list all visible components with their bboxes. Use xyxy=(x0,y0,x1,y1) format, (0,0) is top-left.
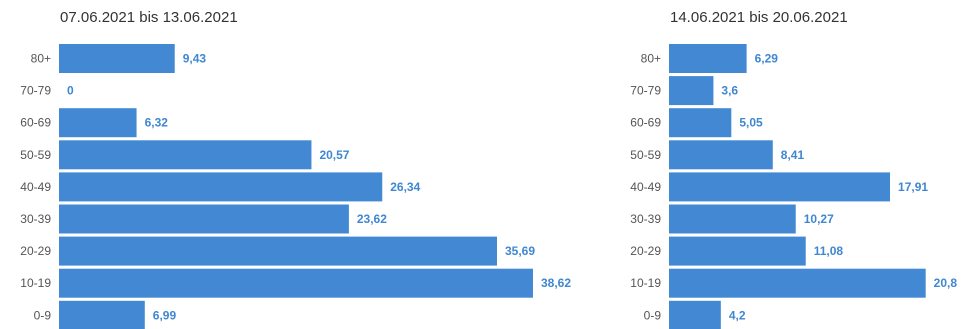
value-label: 5,05 xyxy=(739,116,763,130)
chart-title: 07.06.2021 bis 13.06.2021 xyxy=(60,9,238,26)
bar-80+ xyxy=(59,44,175,73)
bar-0-9 xyxy=(669,300,721,329)
category-label: 40-49 xyxy=(630,180,661,194)
value-label: 4,2 xyxy=(729,308,746,322)
bar-0-9 xyxy=(59,300,145,329)
category-label: 70-79 xyxy=(20,84,51,98)
bar-10-19 xyxy=(59,268,533,298)
chart-panel-week-1: 07.06.2021 bis 13.06.2021 80+ 9,43 70-79 0 6… xyxy=(20,9,571,329)
value-label: 11,08 xyxy=(814,244,844,258)
category-label: 0-9 xyxy=(644,308,662,322)
chart-title: 14.06.2021 bis 20.06.2021 xyxy=(670,9,848,26)
bar-60-69 xyxy=(669,108,732,138)
bar-chart-week-1: 80+ 9,43 70-79 0 60-69 6,32 50-59 20,57 40-49 26,… xyxy=(20,44,571,329)
bar-50-59 xyxy=(669,140,773,170)
bar-10-19 xyxy=(669,268,926,298)
category-label: 60-69 xyxy=(630,116,661,130)
value-label: 26,34 xyxy=(390,180,420,194)
category-label: 0-9 xyxy=(34,308,52,322)
category-label: 70-79 xyxy=(630,84,661,98)
bar-80+ xyxy=(669,44,747,73)
category-label: 10-19 xyxy=(630,276,661,290)
category-label: 10-19 xyxy=(20,276,51,290)
bar-20-29 xyxy=(59,236,498,266)
chart-panel-week-2: 14.06.2021 bis 20.06.2021 80+ 6,29 70-79 3,… xyxy=(604,0,975,329)
value-label: 35,69 xyxy=(505,244,535,258)
category-label: 80+ xyxy=(31,52,51,66)
category-label: 30-39 xyxy=(630,212,661,226)
bar-20-29 xyxy=(669,236,806,266)
category-label: 40-49 xyxy=(20,180,51,194)
value-label: 10,27 xyxy=(804,212,834,226)
category-label: 20-29 xyxy=(630,244,661,258)
bar-40-49 xyxy=(669,172,891,202)
value-label: 6,99 xyxy=(153,308,177,322)
category-label: 20-29 xyxy=(20,244,51,258)
bar-40-49 xyxy=(59,172,383,202)
value-label: 20,57 xyxy=(319,148,349,162)
bar-chart-week-2: 80+ 6,29 70-79 3,6 60-69 5,05 50-59 8,41 40-49 17… xyxy=(630,44,958,329)
value-label: 6,32 xyxy=(145,116,169,130)
category-label: 50-59 xyxy=(630,148,661,162)
value-label: 6,29 xyxy=(755,52,779,66)
bar-70-79 xyxy=(669,76,714,106)
category-label: 30-39 xyxy=(20,212,51,226)
bar-50-59 xyxy=(59,140,312,170)
value-label: 23,62 xyxy=(357,212,387,226)
value-label: 3,6 xyxy=(721,84,738,98)
value-label: 0 xyxy=(67,84,74,98)
category-label: 80+ xyxy=(641,52,661,66)
value-label: 9,43 xyxy=(183,52,207,66)
bar-60-69 xyxy=(59,108,137,138)
category-label: 50-59 xyxy=(20,148,51,162)
bar-30-39 xyxy=(59,204,349,234)
value-label: 38,62 xyxy=(541,276,571,290)
category-label: 60-69 xyxy=(20,116,51,130)
value-label: 17,91 xyxy=(898,180,928,194)
value-label: 8,41 xyxy=(781,148,805,162)
bar-30-39 xyxy=(669,204,796,234)
value-label: 20,8 xyxy=(934,276,958,290)
